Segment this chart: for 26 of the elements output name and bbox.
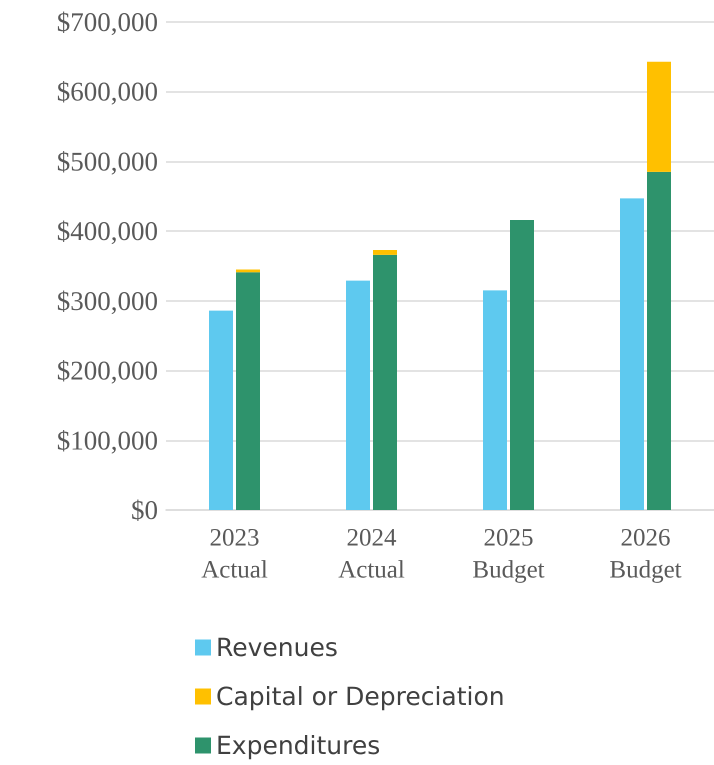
bar (620, 198, 644, 510)
bar (483, 290, 507, 510)
y-tick-label: $700,000 (56, 7, 158, 37)
bar (647, 62, 671, 172)
legend-label: Revenues (216, 633, 338, 662)
y-tick-label: $400,000 (56, 216, 158, 246)
bar (346, 280, 370, 510)
bar (373, 250, 397, 255)
bar (647, 172, 671, 510)
x-tick-label: 2024 Actual (338, 524, 405, 584)
bar (510, 220, 534, 510)
bar (236, 269, 260, 272)
legend-label: Expenditures (216, 731, 380, 760)
x-tick-label: 2025 Budget (472, 524, 545, 584)
x-tick-label: 2023 Actual (201, 524, 268, 584)
legend-label: Capital or Depreciation (216, 682, 505, 711)
bar (236, 272, 260, 510)
y-tick-label: $0 (131, 495, 158, 525)
y-tick-label: $300,000 (56, 286, 158, 316)
y-tick-label: $600,000 (56, 76, 158, 107)
bar (209, 310, 233, 510)
x-tick-label: 2026 Budget (609, 524, 682, 584)
y-tick-label: $200,000 (56, 356, 158, 386)
y-tick-label: $100,000 (56, 425, 158, 456)
y-tick-label: $500,000 (56, 146, 158, 176)
bar (373, 254, 397, 510)
